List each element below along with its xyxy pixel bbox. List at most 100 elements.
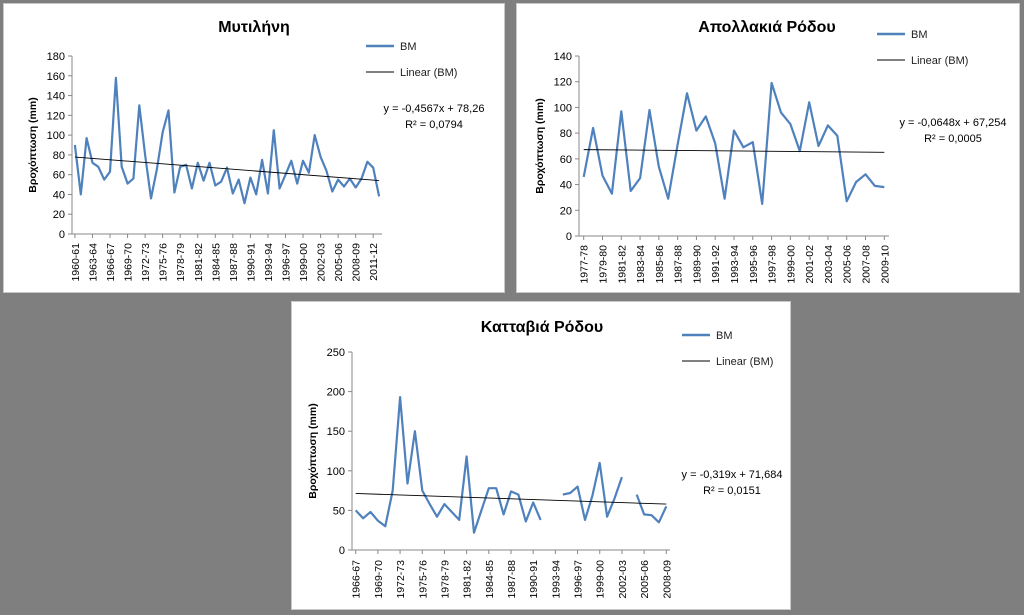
trend-equation: y = -0,0648x + 67,254 (899, 117, 1006, 129)
x-tick-label: 1991-92 (710, 245, 722, 284)
legend-label-linear: Linear (BM) (400, 67, 457, 79)
y-tick-label: 140 (47, 91, 65, 103)
x-tick-label: 1975-76 (158, 243, 170, 282)
y-tick-label: 40 (53, 189, 65, 201)
series-line-bm (354, 396, 668, 534)
trend-r-squared: R² = 0,0794 (405, 119, 463, 131)
chart-panel-kattavia: Κατταβιά Ρόδου 0 50 100 150 200 250 Βροχόπτωση … (291, 301, 791, 610)
y-tick-label: 160 (47, 71, 65, 83)
x-tick-label: 2007-08 (861, 245, 873, 284)
x-tick-label: 1978-79 (439, 560, 451, 599)
x-tick-label: 2003-04 (823, 245, 835, 284)
y-tick-label: 120 (47, 110, 65, 122)
y-tick-label: 250 (327, 347, 345, 359)
x-tick-label: 1963-64 (87, 243, 99, 282)
x-tick-label: 1987-88 (506, 560, 518, 599)
x-tick-label: 1999-00 (595, 560, 607, 599)
trend-equation: y = -0,4567x + 78,26 (384, 103, 485, 115)
x-tick-label: 1996-97 (280, 243, 292, 282)
x-tick-label: 1987-88 (228, 243, 240, 282)
x-tick-label: 1981-82 (616, 245, 628, 284)
x-tick-label: 2005-06 (333, 243, 345, 282)
y-tick-label: 20 (560, 205, 572, 217)
trend-equation: y = -0,319x + 71,684 (682, 469, 783, 481)
x-tick-label: 1999-00 (298, 243, 310, 282)
y-tick-label: 0 (339, 545, 345, 557)
x-tick-label: 1984-85 (210, 243, 222, 282)
x-tick-label: 1995-96 (748, 245, 760, 284)
legend-label-linear: Linear (BM) (716, 356, 773, 368)
x-tick-label: 1990-91 (245, 243, 257, 282)
x-tick-label: 1969-70 (123, 243, 135, 282)
y-tick-label: 180 (47, 51, 65, 63)
legend-label-bm: BM (400, 41, 417, 53)
legend-label-linear: Linear (BM) (911, 55, 968, 67)
series-line-bm (73, 76, 381, 205)
x-tick-label: 1981-82 (193, 243, 205, 282)
trend-line (583, 149, 885, 153)
x-tick-label: 1990-91 (528, 560, 540, 599)
x-tick-label: 1972-73 (395, 560, 407, 599)
y-tick-label: 50 (333, 505, 345, 517)
x-tick-label: 1972-73 (140, 243, 152, 282)
y-axis-label: Βροχόπτωση (mm) (307, 403, 319, 498)
chart-svg: Απολλακιά Ρόδου 0 20 40 60 80 100 120 140 Βροχόπτ… (534, 19, 1007, 284)
y-tick-label: 40 (560, 180, 572, 192)
x-tick-label: 1966-67 (105, 243, 117, 282)
chart-panel-apollakia: Απολλακιά Ρόδου 0 20 40 60 80 100 120 140 Βροχόπτ… (516, 3, 1020, 293)
x-tick-label: 1993-94 (550, 560, 562, 599)
x-tick-label: 1984-85 (484, 560, 496, 599)
x-tick-label: 2005-06 (842, 245, 854, 284)
x-tick-label: 1996-97 (573, 560, 585, 599)
y-tick-label: 140 (554, 51, 572, 63)
y-tick-label: 120 (554, 77, 572, 89)
y-tick-label: 80 (560, 128, 572, 140)
trend-line (355, 493, 667, 505)
x-tick-label: 1989-90 (691, 245, 703, 284)
legend-label-bm: BM (911, 29, 928, 41)
x-tick-label: 1960-61 (70, 243, 82, 282)
y-tick-label: 100 (327, 466, 345, 478)
y-tick-label: 20 (53, 209, 65, 221)
x-tick-label: 2005-06 (639, 560, 651, 599)
y-tick-label: 60 (560, 154, 572, 166)
x-tick-label: 1985-86 (654, 245, 666, 284)
x-tick-label: 2009-10 (879, 245, 891, 284)
chart-svg: Κατταβιά Ρόδου 0 50 100 150 200 250 Βροχόπτωση … (307, 319, 783, 599)
x-tick-label: 1966-67 (351, 560, 363, 599)
chart-svg: Μυτιλήνη 0 20 40 60 80 100 120 140 160 180 Βροχόπτω… (27, 19, 485, 282)
x-tick-label: 1997-98 (767, 245, 779, 284)
x-tick-label: 2001-02 (804, 245, 816, 284)
series-line-bm (582, 81, 885, 205)
y-axis-label: Βροχόπτωση (mm) (27, 97, 39, 192)
y-tick-label: 200 (327, 387, 345, 399)
y-axis-label: Βροχόπτωση (mm) (534, 98, 546, 193)
x-tick-label: 1977-78 (579, 245, 591, 284)
y-tick-label: 60 (53, 170, 65, 182)
x-tick-label: 1993-94 (263, 243, 275, 282)
x-tick-label: 1975-76 (417, 560, 429, 599)
y-tick-label: 150 (327, 426, 345, 438)
y-tick-label: 80 (53, 150, 65, 162)
trend-line (74, 156, 380, 181)
x-tick-label: 2008-09 (661, 560, 673, 599)
chart-title: Μυτιλήνη (218, 19, 290, 36)
chart-title: Κατταβιά Ρόδου (481, 319, 603, 336)
x-tick-label: 1983-84 (635, 245, 647, 284)
chart-title: Απολλακιά Ρόδου (698, 19, 835, 36)
trend-r-squared: R² = 0,0151 (703, 485, 761, 497)
x-tick-label: 1999-00 (785, 245, 797, 284)
y-tick-label: 0 (566, 231, 572, 243)
x-tick-label: 1993-94 (729, 245, 741, 284)
x-tick-label: 1978-79 (175, 243, 187, 282)
x-tick-label: 2008-09 (351, 243, 363, 282)
legend-label-bm: BM (716, 330, 733, 342)
trend-r-squared: R² = 0,0005 (924, 133, 982, 145)
x-tick-label: 1979-80 (597, 245, 609, 284)
chart-panel-mytilini: Μυτιλήνη 0 20 40 60 80 100 120 140 160 180 Βροχόπτω… (3, 3, 505, 293)
x-tick-label: 2002-03 (617, 560, 629, 599)
x-tick-label: 1987-88 (673, 245, 685, 284)
x-tick-label: 1981-82 (462, 560, 474, 599)
x-tick-label: 1969-70 (373, 560, 385, 599)
x-tick-label: 2002-03 (316, 243, 328, 282)
